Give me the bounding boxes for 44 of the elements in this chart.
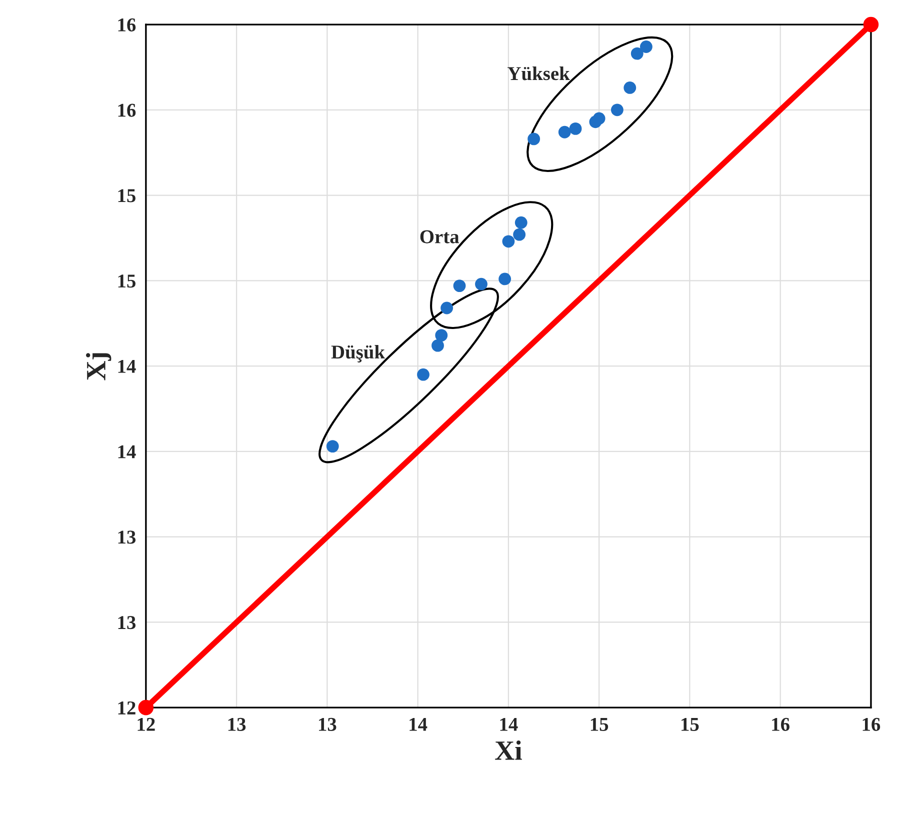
x-tick-label: 14 bbox=[410, 718, 428, 731]
y-tick-label: 15 bbox=[118, 189, 136, 202]
x-tick-label: 16 bbox=[772, 718, 790, 731]
point bbox=[138, 700, 154, 716]
x-tick-label: 14 bbox=[500, 718, 518, 731]
point bbox=[502, 235, 515, 248]
point bbox=[863, 16, 879, 32]
x-tick-label: 15 bbox=[590, 718, 608, 731]
y-tick-label: 12 bbox=[118, 701, 136, 714]
point bbox=[610, 104, 624, 116]
x-tick-label: 12 bbox=[138, 718, 155, 731]
point bbox=[569, 122, 582, 135]
x-tick-label: 15 bbox=[682, 718, 699, 731]
y-tick-label: 13 bbox=[118, 616, 136, 630]
y-tick-label: 14 bbox=[118, 360, 136, 373]
point bbox=[453, 280, 466, 292]
x-tick-label: 13 bbox=[319, 718, 336, 731]
point bbox=[640, 40, 652, 53]
point bbox=[475, 278, 488, 290]
x-tick-label: 16 bbox=[862, 718, 880, 731]
point bbox=[514, 216, 528, 229]
y-tick-label: 16 bbox=[118, 18, 136, 32]
point bbox=[513, 228, 526, 241]
point bbox=[592, 112, 606, 125]
series-label: Düşük bbox=[331, 344, 385, 362]
x-tick-label: 13 bbox=[228, 718, 246, 731]
point bbox=[417, 368, 430, 381]
x-axis-title: Xi bbox=[495, 740, 522, 760]
point bbox=[624, 82, 636, 94]
text: Yüksek bbox=[508, 66, 570, 80]
point bbox=[630, 47, 644, 60]
series-label: Orta bbox=[420, 230, 460, 244]
y-tick-label: 14 bbox=[118, 445, 136, 458]
point bbox=[498, 272, 512, 286]
y-tick-label: 16 bbox=[118, 104, 136, 117]
point bbox=[435, 329, 448, 342]
point bbox=[326, 440, 339, 453]
point bbox=[440, 302, 454, 314]
point bbox=[558, 126, 571, 138]
y-tick-label: 15 bbox=[118, 274, 136, 288]
y-axis-title: Xj bbox=[86, 353, 112, 380]
point bbox=[528, 132, 540, 146]
point bbox=[432, 339, 444, 352]
y-tick-label: 13 bbox=[118, 530, 136, 544]
